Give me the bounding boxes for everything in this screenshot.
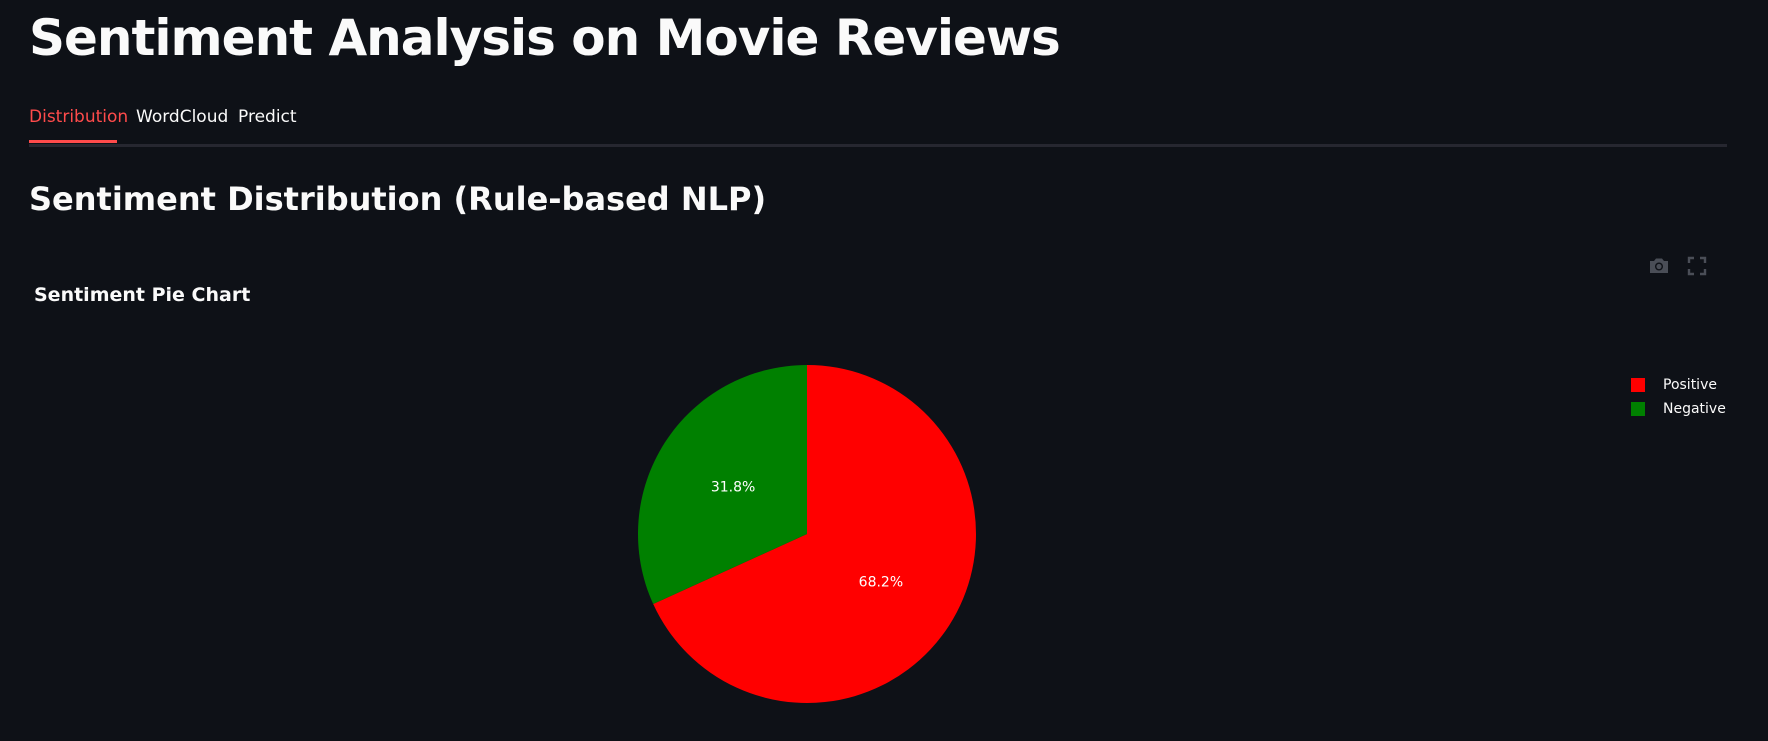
pie-label-positive: 68.2% [859, 575, 903, 591]
pie-slice-positive[interactable] [653, 365, 976, 703]
tab-wordcloud[interactable]: WordCloud [136, 107, 229, 127]
pie-label-negative: 31.8% [711, 479, 755, 495]
tab-predict[interactable]: Predict [238, 107, 297, 127]
active-tab-indicator [29, 140, 117, 143]
fullscreen-icon[interactable] [1685, 254, 1709, 278]
legend-swatch-positive [1631, 378, 1645, 392]
legend-label-negative: Negative [1663, 401, 1726, 417]
chart-modebar [1647, 254, 1709, 278]
pie-chart-container: Sentiment Pie Chart 68.2% 31.8% [29, 248, 1739, 741]
chart-title: Sentiment Pie Chart [34, 284, 251, 306]
section-title: Sentiment Distribution (Rule-based NLP) [29, 180, 767, 218]
pie-slice-negative[interactable] [638, 365, 807, 605]
tab-distribution[interactable]: Distribution [29, 107, 129, 127]
tab-bar: Distribution WordCloud Predict [29, 96, 1727, 147]
legend-label-positive: Positive [1663, 377, 1717, 393]
page-title: Sentiment Analysis on Movie Reviews [29, 9, 1061, 67]
camera-icon[interactable] [1647, 254, 1671, 278]
pie-chart: 68.2% 31.8% [638, 365, 976, 703]
legend-swatch-negative [1631, 402, 1645, 416]
